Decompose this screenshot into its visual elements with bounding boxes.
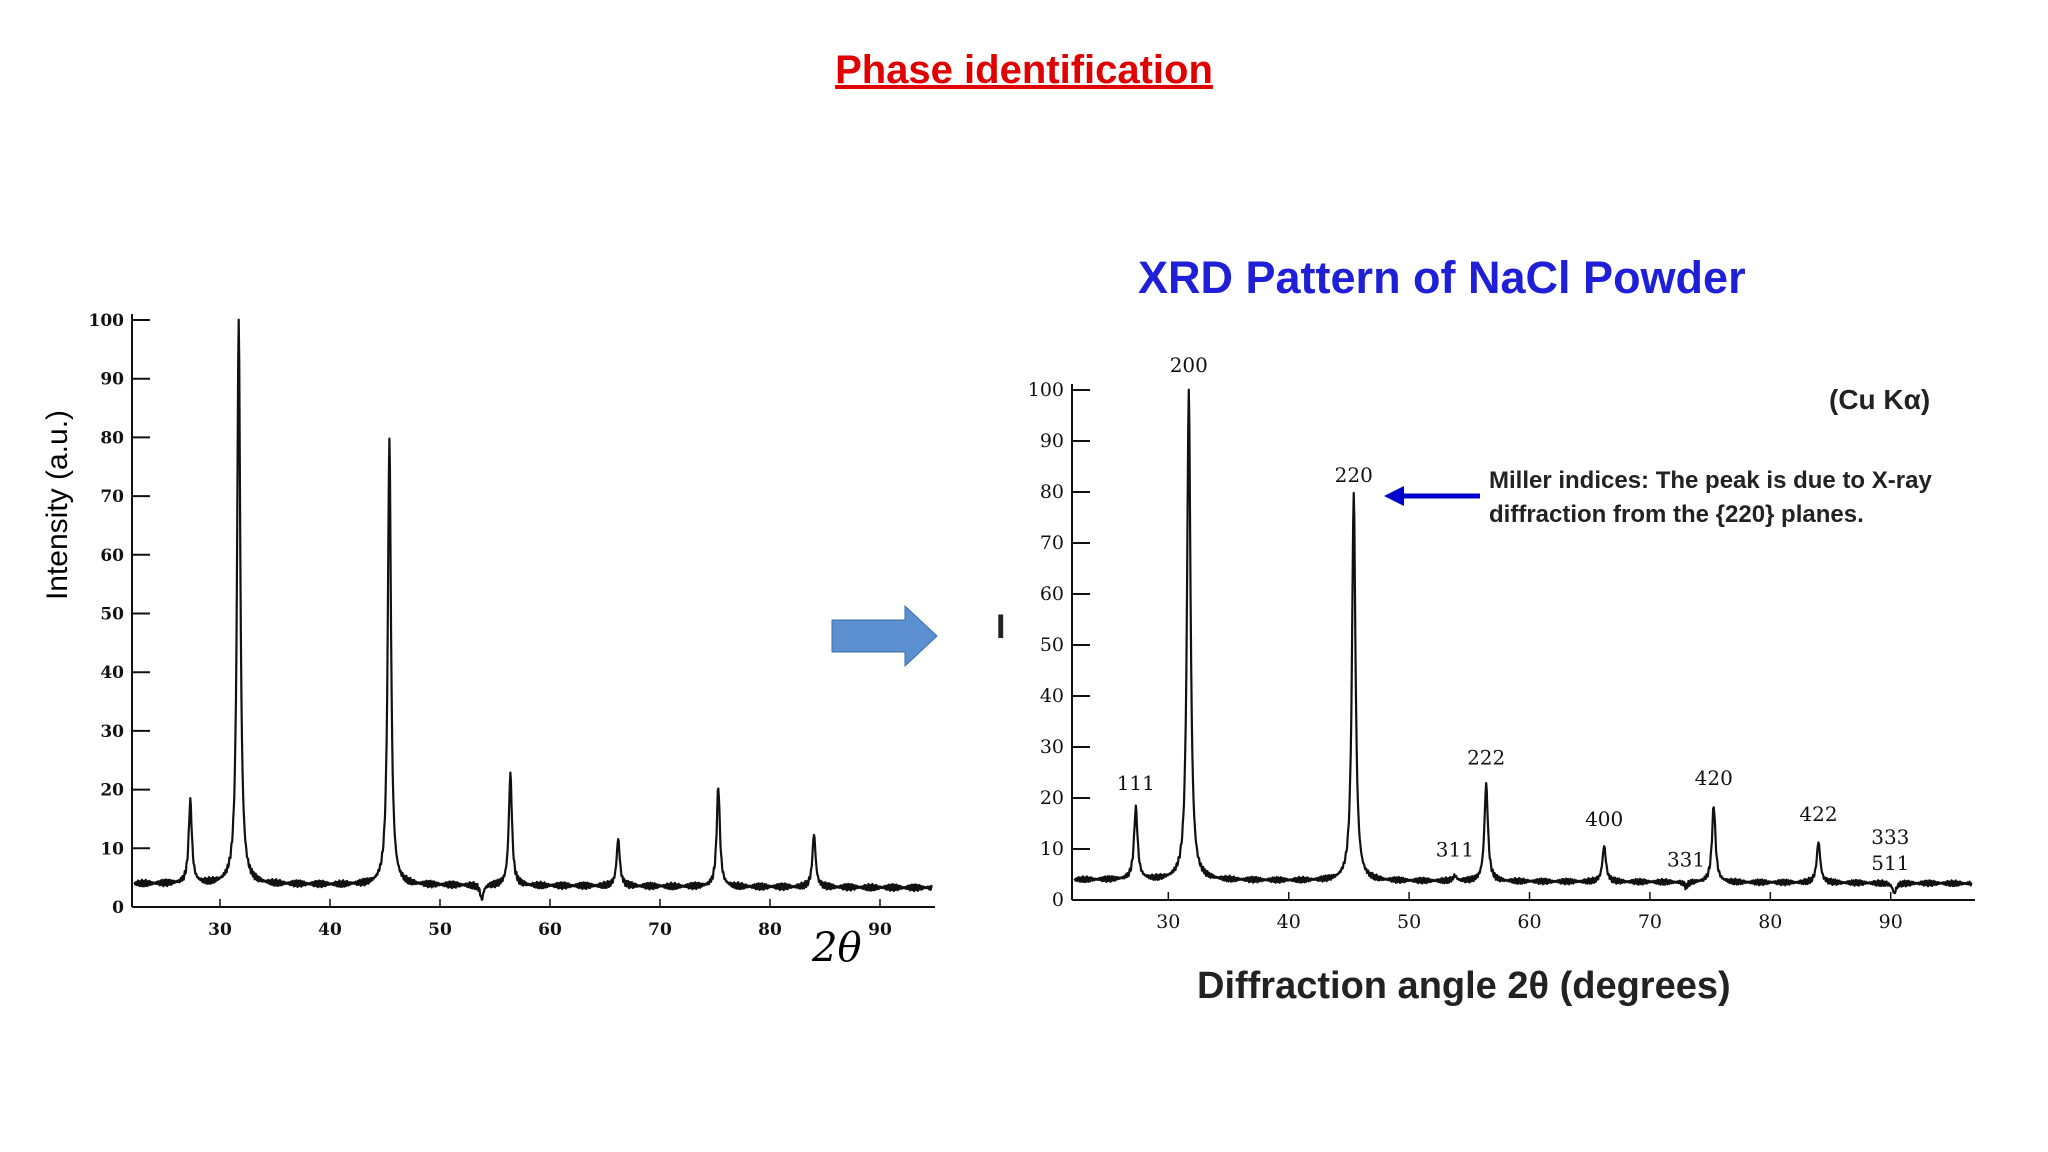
y-tick-label: 80 — [100, 428, 124, 448]
miller-label-400: 400 — [1585, 807, 1623, 831]
miller-label-420: 420 — [1695, 766, 1733, 790]
left-xrd-chart: 0 10 20 30 40 50 60 70 80 90 100 30 40 50 60 70 80 90 — [89, 311, 935, 940]
y-tick-label: 100 — [1028, 379, 1064, 401]
y-tick-label: 50 — [100, 605, 124, 625]
y-tick-label: 90 — [100, 370, 124, 390]
right-arrow-icon — [831, 604, 938, 668]
x-tick-label: 30 — [1156, 911, 1180, 933]
y-tick-label: 90 — [1040, 430, 1064, 452]
y-tick-label: 0 — [112, 898, 124, 918]
right-chart-title: XRD Pattern of NaCl Powder — [1138, 252, 1746, 303]
x-tick-label: 60 — [1517, 911, 1541, 933]
annotation-arrow-icon — [1384, 486, 1480, 506]
miller-annotation: Miller indices: The peak is due to X-ray… — [1489, 467, 1932, 528]
x-tick-label: 90 — [868, 920, 892, 940]
y-tick-label: 30 — [100, 722, 124, 742]
miller-label-422: 422 — [1799, 802, 1837, 826]
x-tick-label: 60 — [538, 920, 562, 940]
right-chart-ylabel: I — [996, 608, 1006, 646]
x-tick-label: 50 — [428, 920, 452, 940]
y-tick-label: 60 — [100, 546, 124, 566]
miller-label-200: 200 — [1170, 353, 1208, 377]
y-tick-label: 100 — [89, 311, 125, 331]
y-tick-label: 60 — [1040, 583, 1064, 605]
y-tick-label: 40 — [100, 663, 124, 683]
miller-label-111: 111 — [1117, 771, 1155, 795]
y-tick-label: 80 — [1040, 481, 1064, 503]
y-tick-label: 10 — [100, 839, 124, 859]
right-xrd-chart: 0 10 20 30 40 50 60 70 80 90 100 30 40 50 60 70 80 90 111 2… — [1028, 353, 1975, 933]
x-tick-label: 90 — [1879, 911, 1903, 933]
y-tick-label: 0 — [1052, 889, 1064, 911]
x-tick-label: 70 — [1638, 911, 1662, 933]
x-tick-label: 50 — [1397, 911, 1421, 933]
y-tick-label: 10 — [1040, 838, 1064, 860]
slide-title: Phase identification — [835, 48, 1213, 92]
y-tick-label: 30 — [1040, 736, 1064, 758]
miller-label-511: 511 — [1871, 851, 1909, 875]
x-tick-label: 40 — [318, 920, 342, 940]
right-chart-xlabel: Diffraction angle 2θ (degrees) — [1197, 965, 1731, 1007]
x-tick-label: 80 — [758, 920, 782, 940]
miller-label-311: 311 — [1436, 838, 1474, 862]
x-tick-label: 80 — [1758, 911, 1782, 933]
y-tick-label: 40 — [1040, 685, 1064, 707]
y-tick-label: 20 — [1040, 787, 1064, 809]
miller-label-333: 333 — [1871, 825, 1909, 849]
y-tick-label: 50 — [1040, 634, 1064, 656]
y-tick-label: 20 — [100, 781, 124, 801]
x-tick-label: 70 — [648, 920, 672, 940]
miller-label-220: 220 — [1335, 463, 1373, 487]
miller-label-222: 222 — [1467, 746, 1505, 770]
x-tick-label: 40 — [1277, 911, 1301, 933]
left-chart-xlabel: 2θ — [812, 925, 862, 971]
x-tick-label: 30 — [208, 920, 232, 940]
diffraction-trace — [133, 318, 933, 901]
miller-label-331: 331 — [1667, 848, 1705, 872]
diffraction-trace — [1073, 388, 1973, 895]
y-tick-label: 70 — [100, 487, 124, 507]
radiation-label: (Cu Kα) — [1829, 384, 1931, 415]
y-tick-label: 70 — [1040, 532, 1064, 554]
